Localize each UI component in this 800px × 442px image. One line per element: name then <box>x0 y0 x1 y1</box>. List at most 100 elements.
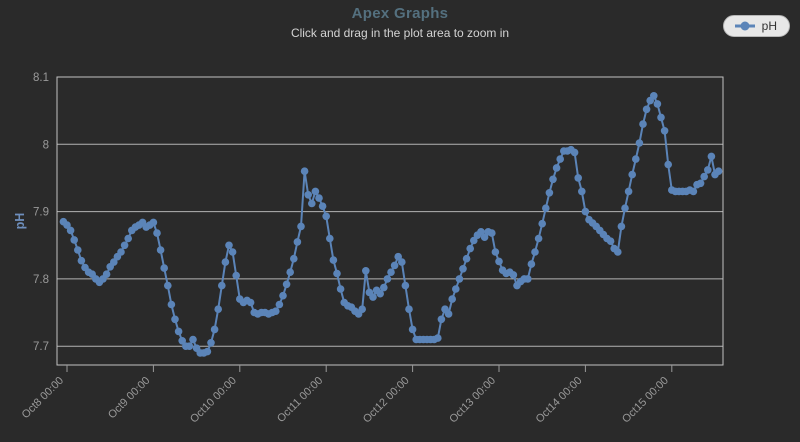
data-point-marker[interactable] <box>189 335 197 344</box>
data-point-marker[interactable] <box>225 241 233 250</box>
data-point-marker[interactable] <box>232 271 240 280</box>
data-point-marker[interactable] <box>390 261 399 270</box>
data-point-marker[interactable] <box>545 189 554 197</box>
data-point-marker[interactable] <box>322 212 331 221</box>
data-point-marker[interactable] <box>621 204 629 212</box>
data-point-marker[interactable] <box>524 275 532 283</box>
data-point-marker[interactable] <box>63 221 71 229</box>
data-point-marker[interactable] <box>297 222 305 231</box>
data-point-marker[interactable] <box>77 256 86 265</box>
data-point-marker[interactable] <box>376 289 385 298</box>
data-point-marker[interactable] <box>466 244 475 253</box>
data-point-marker[interactable] <box>459 265 467 273</box>
data-point-marker[interactable] <box>164 281 172 290</box>
data-point-marker[interactable] <box>488 229 496 237</box>
data-point-marker[interactable] <box>221 258 230 266</box>
data-point-marker[interactable] <box>160 264 168 272</box>
data-point-marker[interactable] <box>527 260 536 268</box>
data-point-marker[interactable] <box>290 254 298 263</box>
data-point-marker[interactable] <box>336 285 345 293</box>
data-point-marker[interactable] <box>117 248 125 256</box>
data-point-marker[interactable] <box>326 234 334 243</box>
data-point-marker[interactable] <box>704 166 712 174</box>
data-point-marker[interactable] <box>218 281 226 290</box>
data-point-marker[interactable] <box>333 269 341 278</box>
data-point-marker[interactable] <box>689 187 698 196</box>
data-point-marker[interactable] <box>491 248 500 256</box>
data-point-marker[interactable] <box>214 305 222 314</box>
data-point-marker[interactable] <box>664 160 672 169</box>
data-point-marker[interactable] <box>110 258 118 266</box>
data-point-marker[interactable] <box>380 283 388 292</box>
data-point-marker[interactable] <box>534 234 543 243</box>
data-point-marker[interactable] <box>286 268 295 277</box>
data-point-marker[interactable] <box>279 291 287 300</box>
data-point-marker[interactable] <box>617 222 626 231</box>
data-point-marker[interactable] <box>624 187 633 196</box>
data-point-marker[interactable] <box>452 285 460 293</box>
data-point-marker[interactable] <box>66 226 75 235</box>
data-point-marker[interactable] <box>185 342 194 351</box>
data-point-marker[interactable] <box>362 267 370 275</box>
data-point-marker[interactable] <box>74 246 82 254</box>
data-point-marker[interactable] <box>660 127 669 135</box>
data-point-marker[interactable] <box>642 105 651 114</box>
data-point-marker[interactable] <box>358 305 367 314</box>
data-point-marker[interactable] <box>408 325 417 334</box>
data-point-marker[interactable] <box>207 339 215 347</box>
data-point-marker[interactable] <box>653 100 662 108</box>
data-point-marker[interactable] <box>581 207 590 216</box>
data-point-marker[interactable] <box>315 194 323 202</box>
data-point-marker[interactable] <box>293 238 302 246</box>
data-point-marker[interactable] <box>552 164 561 172</box>
data-point-marker[interactable] <box>153 229 161 237</box>
data-point-marker[interactable] <box>120 241 129 250</box>
data-point-marker[interactable] <box>657 113 665 122</box>
data-point-marker[interactable] <box>696 179 705 188</box>
data-point-marker[interactable] <box>556 155 564 163</box>
data-point-marker[interactable] <box>437 315 446 324</box>
data-point-marker[interactable] <box>308 199 316 208</box>
data-point-marker[interactable] <box>434 334 442 342</box>
data-point-marker[interactable] <box>462 254 471 263</box>
legend-item-ph[interactable]: pH <box>722 15 790 37</box>
data-point-marker[interactable] <box>329 256 338 264</box>
data-point-marker[interactable] <box>398 258 406 266</box>
data-point-marker[interactable] <box>448 295 457 303</box>
data-point-marker[interactable] <box>405 305 413 314</box>
data-point-marker[interactable] <box>650 92 658 100</box>
data-point-marker[interactable] <box>628 170 636 179</box>
data-point-marker[interactable] <box>542 204 550 212</box>
data-point-marker[interactable] <box>700 172 708 181</box>
data-point-marker[interactable] <box>246 298 255 307</box>
data-point-marker[interactable] <box>178 337 186 345</box>
data-point-marker[interactable] <box>480 233 489 241</box>
data-point-marker[interactable] <box>70 236 78 244</box>
data-point-marker[interactable] <box>570 148 579 157</box>
data-point-marker[interactable] <box>167 300 176 309</box>
data-point-marker[interactable] <box>549 175 557 184</box>
data-point-marker[interactable] <box>282 280 291 289</box>
data-point-marker[interactable] <box>495 257 503 266</box>
data-point-marker[interactable] <box>272 307 280 316</box>
data-point-marker[interactable] <box>203 347 212 356</box>
data-point-marker[interactable] <box>102 270 111 279</box>
data-point-marker[interactable] <box>383 275 392 283</box>
data-point-marker[interactable] <box>387 268 395 277</box>
data-point-marker[interactable] <box>311 187 320 196</box>
data-point-marker[interactable] <box>639 120 647 128</box>
data-point-marker[interactable] <box>124 234 132 243</box>
data-point-marker[interactable] <box>455 275 464 283</box>
data-point-marker[interactable] <box>707 152 716 161</box>
data-point-marker[interactable] <box>171 315 179 324</box>
data-point-marker[interactable] <box>394 252 403 261</box>
data-point-marker[interactable] <box>538 219 546 228</box>
data-point-marker[interactable] <box>470 236 478 245</box>
data-point-marker[interactable] <box>369 293 377 301</box>
data-point-marker[interactable] <box>574 174 582 182</box>
data-point-marker[interactable] <box>156 246 165 254</box>
data-point-marker[interactable] <box>531 248 539 256</box>
data-point-marker[interactable] <box>401 281 410 290</box>
data-point-marker[interactable] <box>228 248 237 256</box>
data-point-marker[interactable] <box>275 300 284 309</box>
